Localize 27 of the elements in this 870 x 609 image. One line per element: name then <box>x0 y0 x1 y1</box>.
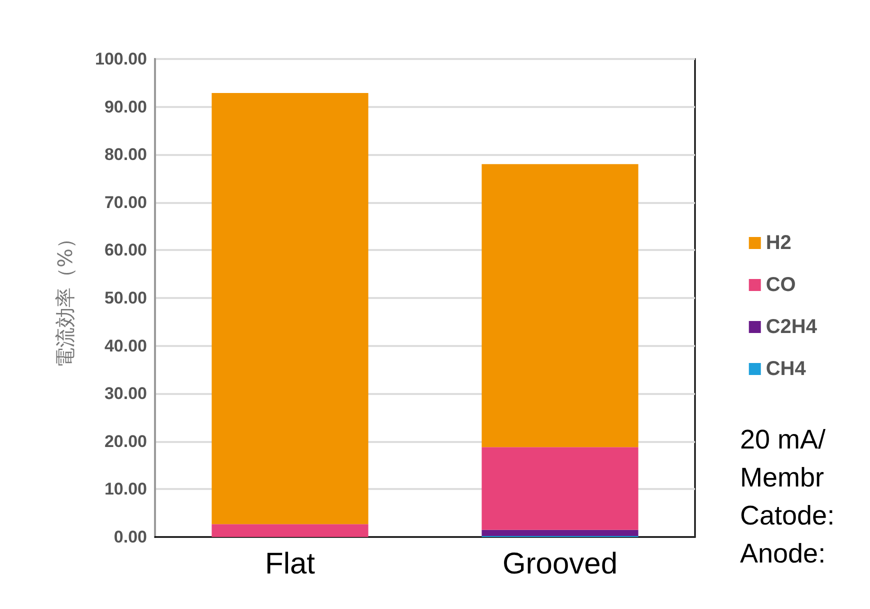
y-tick-label: 50.00 <box>104 288 147 308</box>
y-tick-label: 0.00 <box>114 528 147 546</box>
bar <box>212 92 368 524</box>
y-tick-label: 100.00 <box>95 50 147 68</box>
y-tick-label: 60.00 <box>104 240 147 260</box>
bar <box>482 530 638 536</box>
legend-label: C2H4 <box>766 316 818 338</box>
legend-label: H2 <box>766 232 792 254</box>
bar <box>212 524 368 537</box>
y-tick-label: 70.00 <box>104 192 147 212</box>
text: Anode: <box>740 538 826 568</box>
y-tick-label: 40.00 <box>104 336 147 356</box>
text: 20 mA/ <box>740 424 826 454</box>
bar <box>482 447 638 530</box>
legend-label: CO <box>766 274 796 296</box>
y-tick-label: 80.00 <box>104 145 147 164</box>
x-tick-label: Grooved <box>502 548 618 580</box>
y-axis-title: 電流効率（%） <box>53 228 77 368</box>
y-tick-label: 30.00 <box>104 384 147 404</box>
y-tick-label: 10.00 <box>104 480 147 499</box>
y-tick-label: 90.00 <box>104 97 147 116</box>
text: Catode: <box>740 500 835 530</box>
bar <box>482 164 638 448</box>
legend-label: CH4 <box>766 358 807 380</box>
x-tick-label: Flat <box>264 548 316 580</box>
text: Membr <box>740 462 824 492</box>
y-tick-label: 20.00 <box>104 432 147 451</box>
